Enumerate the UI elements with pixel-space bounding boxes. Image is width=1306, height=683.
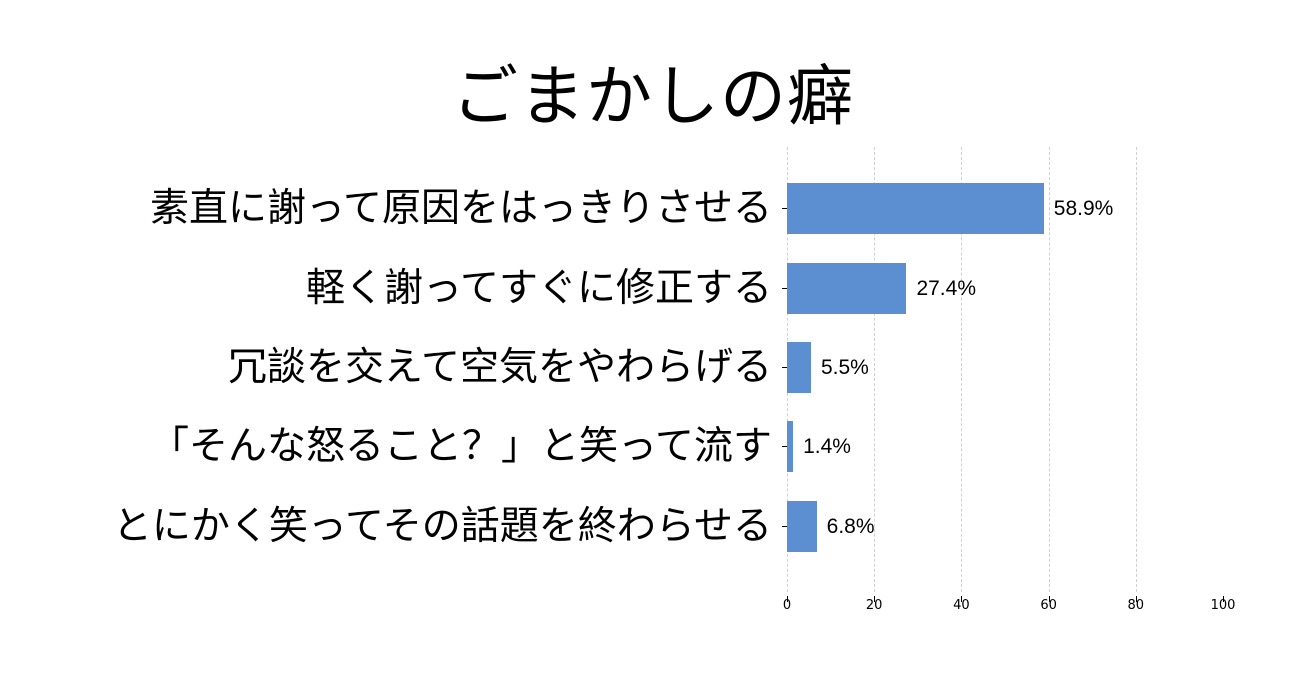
bar-value-label: 5.5%	[820, 356, 869, 379]
y-tick-mark	[782, 288, 787, 289]
plot-area: 0 20 40 60 80 100 58.9% 27.4% 5.5% 1.4% 6.8%	[782, 147, 1235, 613]
x-tick-mark	[787, 596, 788, 602]
bar	[787, 421, 794, 472]
gridline	[961, 147, 963, 592]
bar	[787, 342, 811, 393]
x-tick-mark	[961, 596, 963, 602]
x-tick-label: 0	[782, 598, 792, 613]
category-label: 「そんな怒ること？」と笑って流す	[149, 424, 772, 469]
x-tick-label: 60	[1040, 598, 1057, 613]
x-tick-label: 40	[953, 598, 970, 613]
category-label: 軽く謝ってすぐに修正する	[305, 266, 772, 311]
gridline	[1048, 147, 1050, 592]
y-tick-mark	[782, 367, 787, 368]
x-tick-label: 80	[1127, 598, 1145, 613]
category-label: 素直に謝って原因をはっきりさせる	[149, 186, 772, 231]
bar-value-label: 58.9%	[1053, 197, 1114, 220]
chart-title: ごまかしの癖	[452, 58, 854, 135]
x-tick-mark	[1223, 596, 1224, 602]
bar	[787, 183, 1044, 234]
y-tick-mark	[782, 208, 787, 209]
bar-value-label: 6.8%	[826, 515, 875, 538]
y-tick-mark	[782, 526, 787, 527]
bar	[787, 263, 907, 314]
category-label: とにかく笑ってその話題を終わらせる	[112, 504, 772, 549]
x-tick-mark	[1048, 596, 1050, 602]
y-tick-mark	[782, 446, 787, 447]
gridline	[1135, 147, 1137, 592]
x-tick-label: 20	[865, 598, 883, 613]
bar	[787, 501, 817, 552]
bar-value-label: 1.4%	[803, 435, 851, 458]
gridline	[874, 147, 876, 592]
x-tick-mark	[874, 596, 876, 602]
x-tick-mark	[1135, 596, 1137, 602]
category-label: 冗談を交えて空気をやわらげる	[227, 345, 772, 390]
bar-value-label: 27.4%	[916, 277, 976, 300]
x-tick-label: 100	[1210, 598, 1236, 613]
